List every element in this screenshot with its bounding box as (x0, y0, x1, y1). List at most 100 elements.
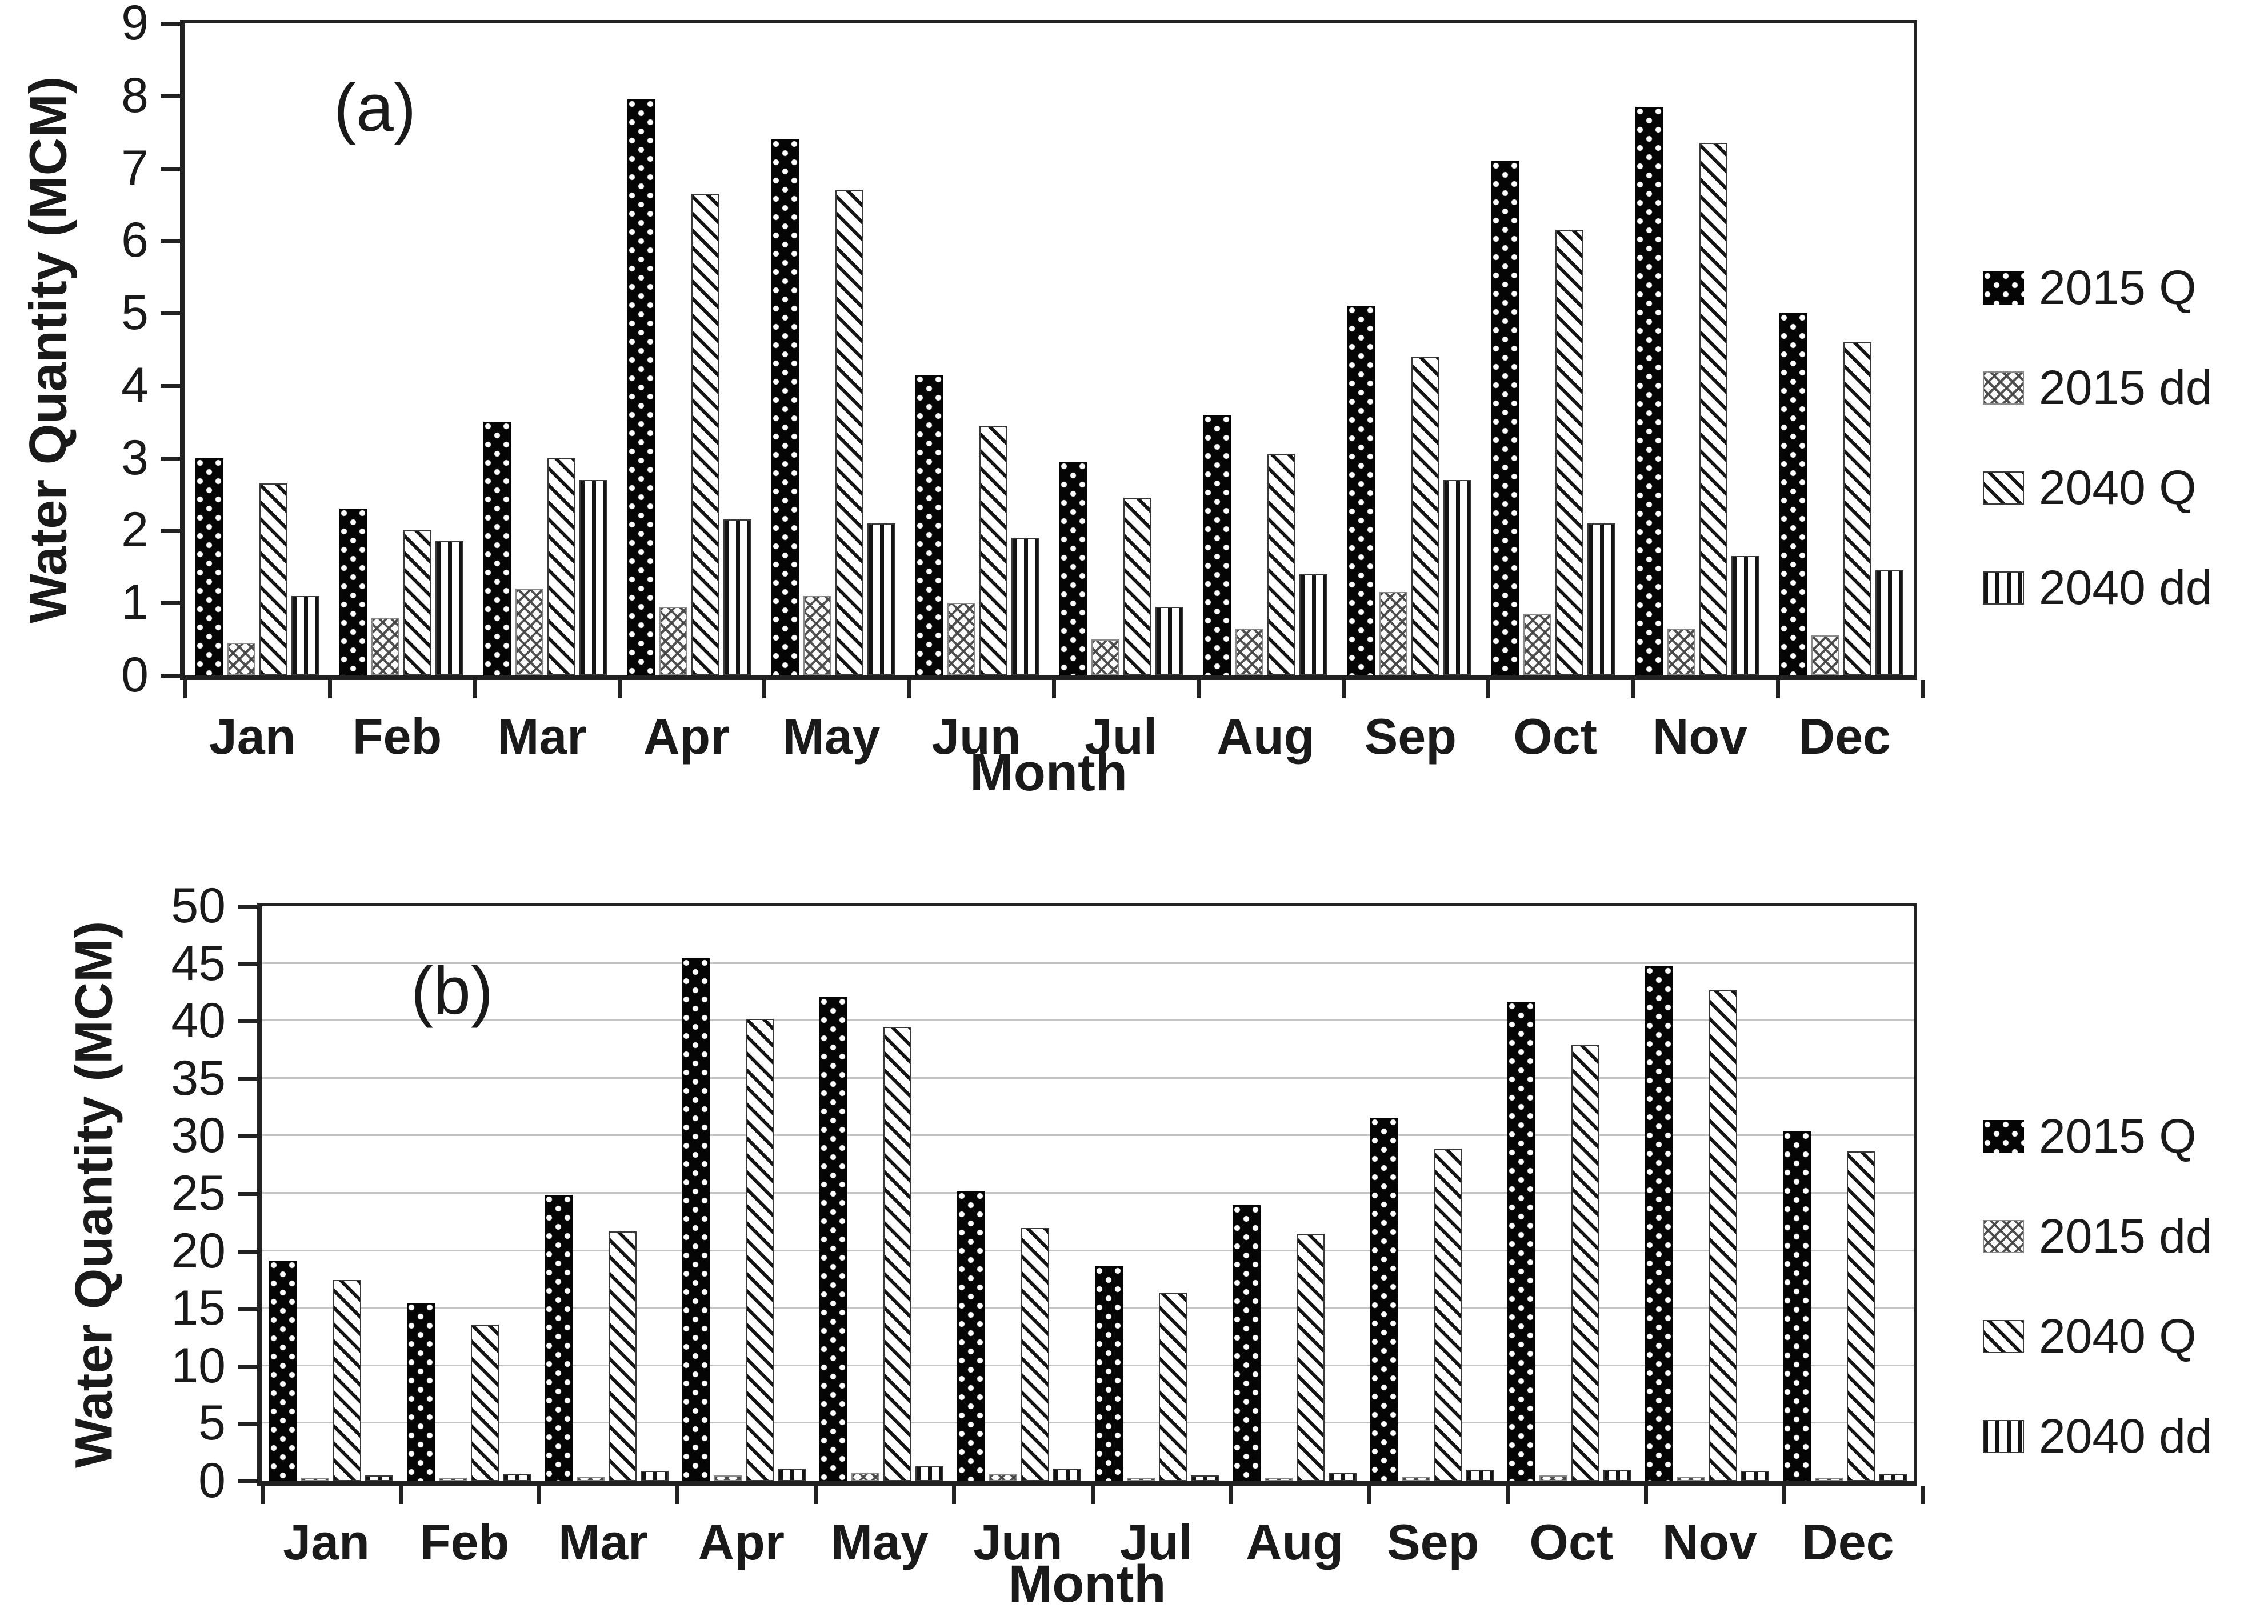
legend-label: 2040 dd (2039, 561, 2213, 614)
legend-item: 2040 dd (1983, 1409, 2213, 1464)
bar-2015-dd (1091, 639, 1119, 675)
x-category-label: Apr (698, 1514, 785, 1570)
bar-2040-q (835, 190, 863, 675)
x-tick-mark (907, 680, 911, 698)
bar-2015-q (195, 458, 223, 675)
x-category-label: Sep (1364, 708, 1457, 765)
gridline (262, 1307, 1914, 1309)
legend-b: 2015 Q 2015 dd 2040 Q 2040 dd (1983, 1109, 2213, 1464)
bar-2015-dd (1667, 628, 1696, 675)
bar-2040-dd (1875, 570, 1904, 675)
bar-2015-dd (947, 603, 975, 675)
y-tick-mark (238, 962, 257, 966)
y-tick-mark (238, 1249, 257, 1254)
gridline (262, 1192, 1914, 1194)
bar-group-jul (1049, 23, 1193, 675)
x-category-label: May (830, 1514, 929, 1570)
legend-swatch-vertical-stripes (1983, 571, 2024, 605)
bar-2040-q (333, 1279, 361, 1481)
y-tick-label: 3 (121, 430, 149, 485)
bar-2015-q (406, 1303, 435, 1481)
bar-2015-dd (576, 1476, 605, 1481)
bar-group-dec (1770, 23, 1914, 675)
legend-item: 2015 dd (1983, 1209, 2213, 1264)
x-category-label: Dec (1798, 708, 1891, 765)
bar-2040-q (1555, 230, 1584, 675)
bar-group-mar (473, 23, 617, 675)
bar-2015-dd (1126, 1477, 1155, 1481)
gridline (262, 1364, 1914, 1366)
bar-2040-dd (291, 595, 319, 675)
y-tick-label: 1 (121, 575, 149, 630)
x-tick-mark (952, 1486, 957, 1504)
bar-2015-dd (1539, 1475, 1568, 1481)
bar-2015-dd (1815, 1477, 1843, 1481)
x-category-label: Feb (352, 708, 442, 765)
bar-2015-dd (659, 606, 687, 675)
bar-2015-dd (515, 588, 543, 675)
x-category-label: Jul (1085, 708, 1158, 765)
x-category-label: May (782, 708, 881, 765)
bar-2040-dd (1466, 1469, 1494, 1481)
y-tick-label: 15 (171, 1281, 226, 1336)
bar-2015-q (627, 99, 655, 675)
legend-swatch-vertical-stripes (1983, 1419, 2024, 1453)
x-category-label: Sep (1386, 1514, 1479, 1570)
x-category-label: Jan (283, 1514, 370, 1570)
y-tick-mark (238, 1479, 257, 1483)
y-tick-label: 8 (121, 67, 149, 123)
x-tick-mark (261, 1486, 265, 1504)
x-tick-mark (1486, 680, 1490, 698)
x-category-label: Jan (209, 708, 296, 765)
x-tick-mark (183, 680, 187, 698)
plot-area-b: (b) (257, 903, 1917, 1486)
x-tick-mark (1052, 680, 1056, 698)
x-category-label: Nov (1652, 708, 1748, 765)
plot-area-a: (a) (180, 20, 1917, 680)
x-tick-mark (618, 680, 622, 698)
bar-2040-dd (867, 523, 895, 675)
bar-2040-dd (1443, 479, 1472, 675)
legend-item: 2040 Q (1983, 460, 2213, 515)
x-tick-mark (1367, 1486, 1371, 1504)
bar-group-apr (675, 906, 813, 1481)
x-tick-mark (1782, 1486, 1786, 1504)
legend-item: 2015 dd (1983, 360, 2213, 415)
bar-2040-q (1709, 990, 1738, 1481)
bar-2040-dd (1053, 1468, 1082, 1481)
bar-2040-q (1571, 1045, 1600, 1481)
bar-2040-dd (1587, 523, 1616, 675)
x-category-labels: Jan Feb Mar Apr May Jun Jul Aug Sep Oct Nov Dec (180, 707, 1917, 766)
x-category-label: Jul (1119, 1514, 1193, 1570)
bar-2040-dd (723, 519, 751, 675)
bar-group-nov (1638, 906, 1776, 1481)
y-tick-mark (161, 22, 180, 26)
bar-2040-q (746, 1019, 774, 1481)
bar-group-jun (950, 906, 1088, 1481)
bar-2040-q (403, 530, 431, 675)
x-tick-mark (1341, 680, 1346, 698)
y-tick-mark (238, 1019, 257, 1024)
bar-2015-q (1645, 966, 1674, 1481)
bar-2015-q (1779, 313, 1808, 675)
legend-label: 2040 Q (2039, 461, 2197, 514)
x-tick-mark (814, 1486, 818, 1504)
y-tick-mark (161, 529, 180, 533)
bar-group-aug (1226, 906, 1363, 1481)
x-tick-mark (1631, 680, 1635, 698)
gridline (262, 1077, 1914, 1079)
bar-2015-dd (1523, 614, 1552, 675)
bar-2015-dd (371, 617, 399, 675)
bar-2040-dd (502, 1474, 531, 1481)
bar-group-aug (1194, 23, 1338, 675)
legend-label: 2040 dd (2039, 1409, 2213, 1463)
panel-a: Water Quantity (MCM) (a) Month 2015 Q 201… (0, 0, 2268, 811)
bar-2040-dd (1328, 1473, 1357, 1481)
x-category-label: Mar (497, 708, 587, 765)
bar-2040-dd (365, 1475, 393, 1481)
bar-2040-dd (1011, 538, 1039, 675)
bar-2040-dd (915, 1466, 944, 1481)
bar-2040-dd (1879, 1474, 1907, 1481)
y-tick-mark (238, 1077, 257, 1081)
bar-group-jan (262, 906, 400, 1481)
